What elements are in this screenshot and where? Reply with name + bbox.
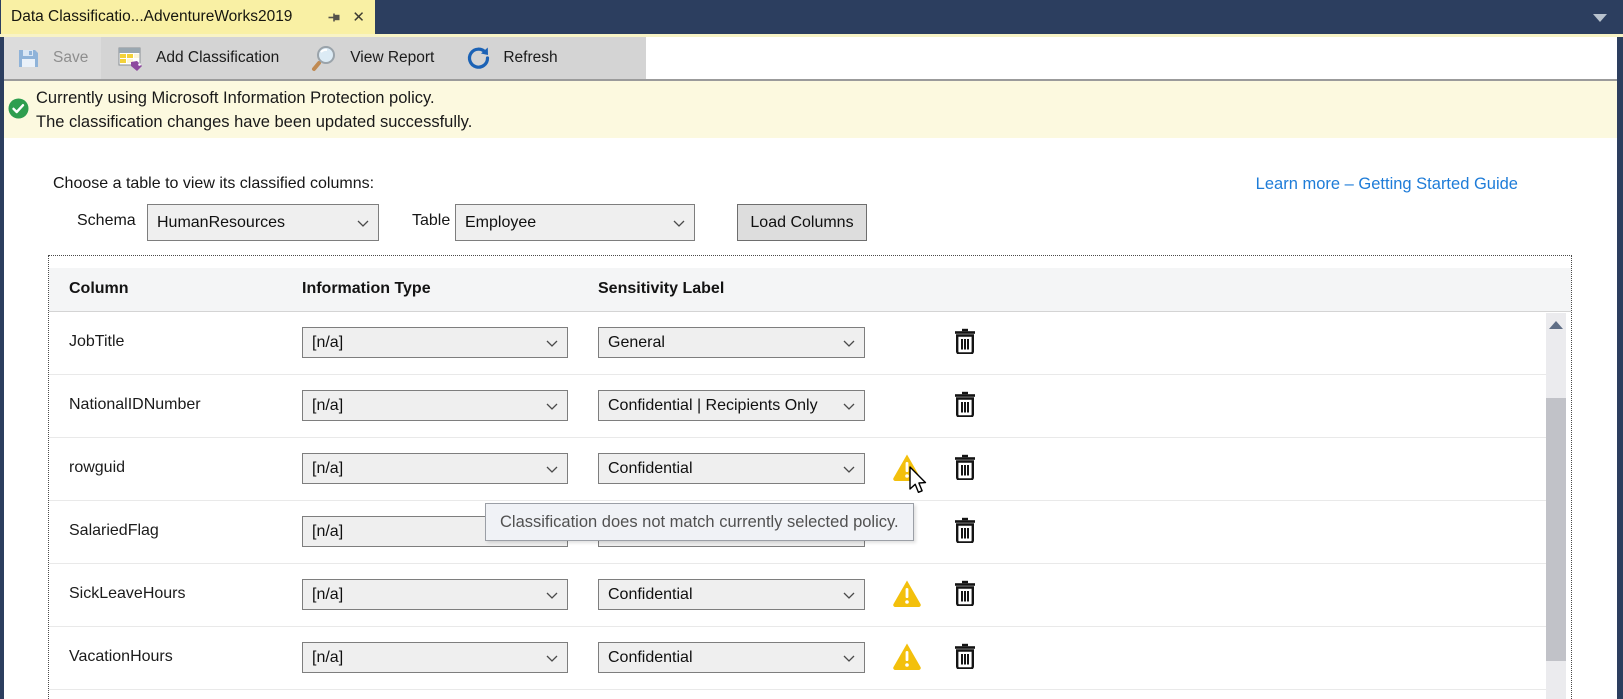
sensitivity-label-dropdown[interactable]: Confidential [598, 579, 865, 610]
classified-columns-grid: Column Information Type Sensitivity Labe… [48, 255, 1572, 699]
banner-line-1: Currently using Microsoft Information Pr… [36, 88, 435, 107]
policy-mismatch-tooltip: Classification does not match currently … [485, 503, 914, 541]
sensitivity-label-dropdown[interactable]: Confidential [598, 453, 865, 484]
banner-line-2: The classification changes have been upd… [36, 112, 473, 131]
policy-status-banner: Currently using Microsoft Information Pr… [0, 81, 1623, 138]
grid-header-row: Column Information Type Sensitivity Labe… [49, 268, 1571, 312]
scroll-up-arrow-icon[interactable] [1549, 321, 1563, 329]
toolbar: Save Add Classification [0, 37, 1623, 79]
chevron-down-icon [843, 649, 855, 667]
delete-icon[interactable] [954, 391, 976, 422]
chevron-down-icon [546, 586, 558, 604]
table-dropdown-value: Employee [465, 213, 537, 231]
save-label: Save [53, 49, 89, 66]
refresh-icon [466, 46, 491, 71]
tab-title: Data Classificatio...AdventureWorks2019 [11, 8, 293, 25]
table-row: rowguid [n/a] Confidential [49, 438, 1546, 501]
table-row: JobTitle [n/a] General [49, 312, 1546, 375]
chevron-down-icon [546, 397, 558, 415]
chevron-down-icon [843, 586, 855, 604]
information-type-dropdown[interactable]: [n/a] [302, 642, 568, 673]
success-check-icon [8, 98, 29, 124]
refresh-label: Refresh [503, 49, 558, 66]
vertical-scrollbar[interactable] [1546, 313, 1566, 699]
chevron-down-icon [843, 334, 855, 352]
chevron-down-icon [546, 649, 558, 667]
delete-icon[interactable] [954, 454, 976, 485]
table-row: VacationHours [n/a] Confidential [49, 627, 1546, 690]
chevron-down-icon [546, 334, 558, 352]
column-name: JobTitle [69, 333, 125, 350]
table-row: NationalIDNumber [n/a] Confidential | Re… [49, 375, 1546, 438]
add-classification-icon [117, 45, 144, 72]
table-dropdown[interactable]: Employee [455, 204, 695, 241]
column-name: SickLeaveHours [69, 585, 186, 602]
mouse-cursor-icon [908, 466, 930, 501]
information-type-dropdown[interactable]: [n/a] [302, 390, 568, 421]
learn-more-link[interactable]: Learn more – Getting Started Guide [1255, 175, 1518, 193]
warning-icon[interactable] [892, 642, 922, 675]
close-icon[interactable]: ✕ [352, 8, 365, 26]
window-frame-right [1617, 0, 1623, 699]
column-name: NationalIDNumber [69, 396, 201, 413]
refresh-button[interactable]: Refresh [450, 37, 573, 79]
document-tab-bar: Data Classificatio...AdventureWorks2019 … [0, 0, 1623, 34]
save-button[interactable]: Save [0, 37, 101, 79]
window-frame-left [0, 34, 4, 699]
header-information-type: Information Type [302, 280, 431, 297]
document-tab[interactable]: Data Classificatio...AdventureWorks2019 … [1, 0, 375, 34]
tab-underline-strip [0, 34, 1623, 37]
tab-list-chevron-icon[interactable] [1593, 14, 1607, 22]
view-report-icon [311, 45, 338, 72]
delete-icon[interactable] [954, 517, 976, 548]
information-type-dropdown[interactable]: [n/a] [302, 579, 568, 610]
information-type-dropdown[interactable]: [n/a] [302, 453, 568, 484]
delete-icon[interactable] [954, 580, 976, 611]
column-name: SalariedFlag [69, 522, 159, 539]
column-name: rowguid [69, 459, 126, 476]
pin-icon[interactable] [327, 10, 342, 25]
add-classification-label: Add Classification [156, 49, 280, 66]
load-columns-button[interactable]: Load Columns [737, 204, 867, 241]
chevron-down-icon [673, 214, 685, 232]
view-report-label: View Report [350, 49, 435, 66]
column-name: VacationHours [69, 648, 173, 665]
view-report-button[interactable]: View Report [295, 37, 450, 79]
header-column: Column [69, 280, 129, 297]
choose-table-label: Choose a table to view its classified co… [53, 175, 375, 192]
chevron-down-icon [843, 397, 855, 415]
delete-icon[interactable] [954, 643, 976, 674]
scrollbar-thumb[interactable] [1546, 398, 1566, 661]
add-classification-button[interactable]: Add Classification [101, 37, 295, 79]
chevron-down-icon [357, 214, 369, 232]
chevron-down-icon [546, 460, 558, 478]
header-sensitivity-label: Sensitivity Label [598, 280, 725, 297]
warning-icon[interactable] [892, 579, 922, 612]
sensitivity-label-dropdown[interactable]: Confidential [598, 642, 865, 673]
schema-label: Schema [77, 212, 136, 229]
table-row: SickLeaveHours [n/a] Confidential [49, 564, 1546, 627]
schema-dropdown[interactable]: HumanResources [147, 204, 379, 241]
delete-icon[interactable] [954, 328, 976, 359]
sensitivity-label-dropdown[interactable]: Confidential | Recipients Only [598, 390, 865, 421]
sensitivity-label-dropdown[interactable]: General [598, 327, 865, 358]
toolbar-separator [0, 79, 1623, 81]
schema-dropdown-value: HumanResources [157, 213, 286, 231]
chevron-down-icon [843, 460, 855, 478]
save-icon [16, 46, 41, 71]
information-type-dropdown[interactable]: [n/a] [302, 327, 568, 358]
table-label: Table [412, 212, 451, 229]
